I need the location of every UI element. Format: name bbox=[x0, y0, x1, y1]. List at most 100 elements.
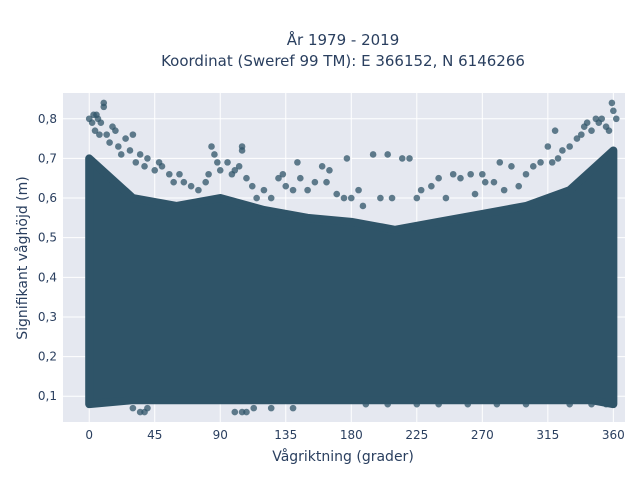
scatter-point bbox=[388, 194, 396, 202]
scatter-point bbox=[522, 400, 530, 408]
y-tick-label: 0,7 bbox=[38, 151, 57, 165]
scatter-point bbox=[493, 400, 501, 408]
scatter-point bbox=[231, 408, 239, 416]
x-axis-label: Vågriktning (grader) bbox=[272, 448, 414, 465]
scatter-point bbox=[406, 155, 413, 162]
scatter-point bbox=[435, 400, 442, 408]
scatter-point bbox=[275, 174, 282, 182]
scatter-point bbox=[467, 170, 474, 178]
y-axis-label: Signifikant våghöjd (m) bbox=[14, 176, 31, 339]
scatter-point bbox=[608, 99, 616, 107]
scatter-point bbox=[355, 186, 362, 194]
scatter-point bbox=[500, 186, 508, 194]
scatter-point bbox=[294, 159, 301, 166]
scatter-point bbox=[369, 151, 377, 158]
scatter-point bbox=[377, 194, 384, 202]
x-tick-label: 270 bbox=[471, 428, 494, 442]
tick-labels: 0 45 90 135 180 225 270 315 360 0,1 0,2 0,3 0,4 0,5 0,… bbox=[38, 112, 625, 442]
scatter-point bbox=[208, 143, 215, 150]
scatter-point bbox=[435, 174, 442, 182]
scatter-point bbox=[151, 166, 159, 174]
scatter-point bbox=[115, 143, 122, 150]
scatter-point bbox=[253, 194, 260, 202]
scatter-point bbox=[144, 155, 151, 162]
scatter-point bbox=[566, 143, 573, 150]
scatter-point bbox=[417, 186, 425, 194]
scatter-point bbox=[216, 166, 224, 174]
scatter-point bbox=[243, 174, 250, 182]
scatter-point bbox=[238, 147, 246, 154]
scatter-point bbox=[122, 135, 129, 142]
scatter-point bbox=[471, 190, 479, 198]
scatter-point bbox=[481, 178, 489, 186]
scatter-point bbox=[588, 127, 595, 134]
scatter-point bbox=[457, 174, 464, 182]
scatter-point bbox=[243, 408, 250, 416]
scatter-point bbox=[496, 159, 504, 166]
x-tick-label: 90 bbox=[213, 428, 228, 442]
scatter-point bbox=[129, 131, 137, 138]
scatter-point bbox=[279, 170, 287, 178]
scatter-point bbox=[187, 182, 195, 190]
scatter-point bbox=[598, 115, 606, 123]
x-tick-label: 180 bbox=[340, 428, 363, 442]
scatter-point bbox=[548, 159, 556, 166]
scatter-point bbox=[112, 127, 119, 134]
scatter-point bbox=[340, 194, 348, 202]
scatter-point bbox=[289, 186, 297, 194]
scatter-point bbox=[566, 400, 573, 408]
scatter-point bbox=[126, 147, 134, 154]
y-tick-label: 0,8 bbox=[38, 112, 57, 126]
scatter-point bbox=[428, 182, 435, 190]
scatter-point bbox=[103, 131, 110, 138]
x-tick-label: 135 bbox=[274, 428, 297, 442]
scatter-point bbox=[91, 127, 99, 134]
scatter-point bbox=[297, 174, 304, 182]
scatter-point bbox=[144, 404, 151, 412]
scatter-point bbox=[202, 178, 209, 186]
scatter-point bbox=[267, 194, 275, 202]
scatter-point bbox=[248, 182, 256, 190]
scatter-point bbox=[326, 166, 333, 174]
scatter-point bbox=[165, 170, 173, 178]
chart-title: År 1979 - 2019 bbox=[287, 30, 400, 49]
scatter-point bbox=[442, 194, 450, 202]
scatter-point bbox=[195, 186, 202, 194]
x-tick-label: 45 bbox=[147, 428, 162, 442]
scatter-point bbox=[100, 103, 108, 111]
scatter-point bbox=[318, 163, 326, 170]
scatter-point bbox=[88, 119, 96, 127]
scatter-point bbox=[612, 115, 620, 123]
scatter-point bbox=[602, 400, 610, 408]
x-tick-label: 360 bbox=[602, 428, 625, 442]
scatter-point bbox=[605, 127, 613, 134]
scatter-point bbox=[413, 400, 421, 408]
scatter-point bbox=[464, 400, 472, 408]
scatter-point bbox=[347, 194, 355, 202]
scatter-point bbox=[282, 182, 290, 190]
scatter-point bbox=[117, 151, 125, 158]
scatter-point bbox=[170, 178, 177, 186]
scatter-point bbox=[384, 400, 391, 408]
scatter-point bbox=[359, 202, 367, 210]
scatter-point bbox=[578, 131, 585, 138]
scatter-point bbox=[449, 170, 457, 178]
scatter-point bbox=[235, 163, 243, 170]
scatter-point bbox=[129, 404, 137, 412]
scatter-point bbox=[176, 170, 183, 178]
scatter-point bbox=[529, 163, 537, 170]
scatter-point bbox=[544, 143, 552, 150]
scatter-point bbox=[323, 178, 330, 186]
scatter-point bbox=[413, 194, 421, 202]
scatter-point bbox=[559, 147, 566, 154]
scatter-point bbox=[311, 178, 319, 186]
scatter-point bbox=[384, 151, 391, 158]
dense-point-band bbox=[85, 146, 618, 409]
scatter-point bbox=[141, 163, 148, 170]
scatter-point bbox=[588, 400, 595, 408]
scatter-point bbox=[304, 186, 311, 194]
scatter-point bbox=[250, 404, 258, 412]
scatter-point bbox=[211, 151, 218, 158]
y-tick-label: 0,1 bbox=[38, 389, 57, 403]
